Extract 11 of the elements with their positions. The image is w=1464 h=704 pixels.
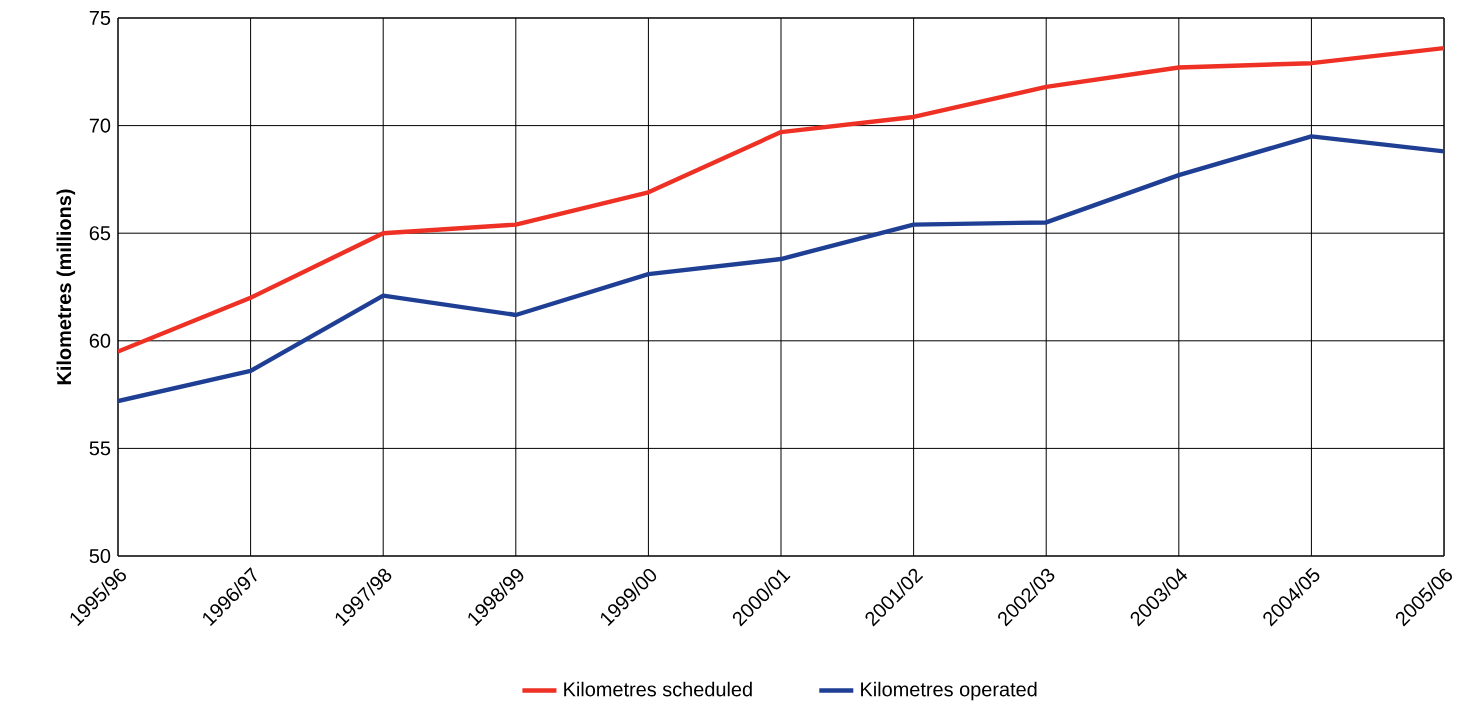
y-tick-label: 50 (89, 548, 111, 564)
y-tick-label: 75 (89, 11, 111, 25)
legend-label: Kilometres operated (861, 681, 1037, 701)
y-tick-label: 55 (89, 441, 111, 456)
y-tick-label: 65 (89, 226, 111, 241)
line-series (118, 134, 1445, 404)
line-series (118, 45, 1445, 354)
y-axis-title: Kilometres (millions) (56, 189, 76, 385)
y-tick-label: 70 (89, 118, 111, 133)
y-tick-label: 60 (89, 333, 111, 348)
legend-label: Kilometres scheduled (564, 681, 752, 697)
